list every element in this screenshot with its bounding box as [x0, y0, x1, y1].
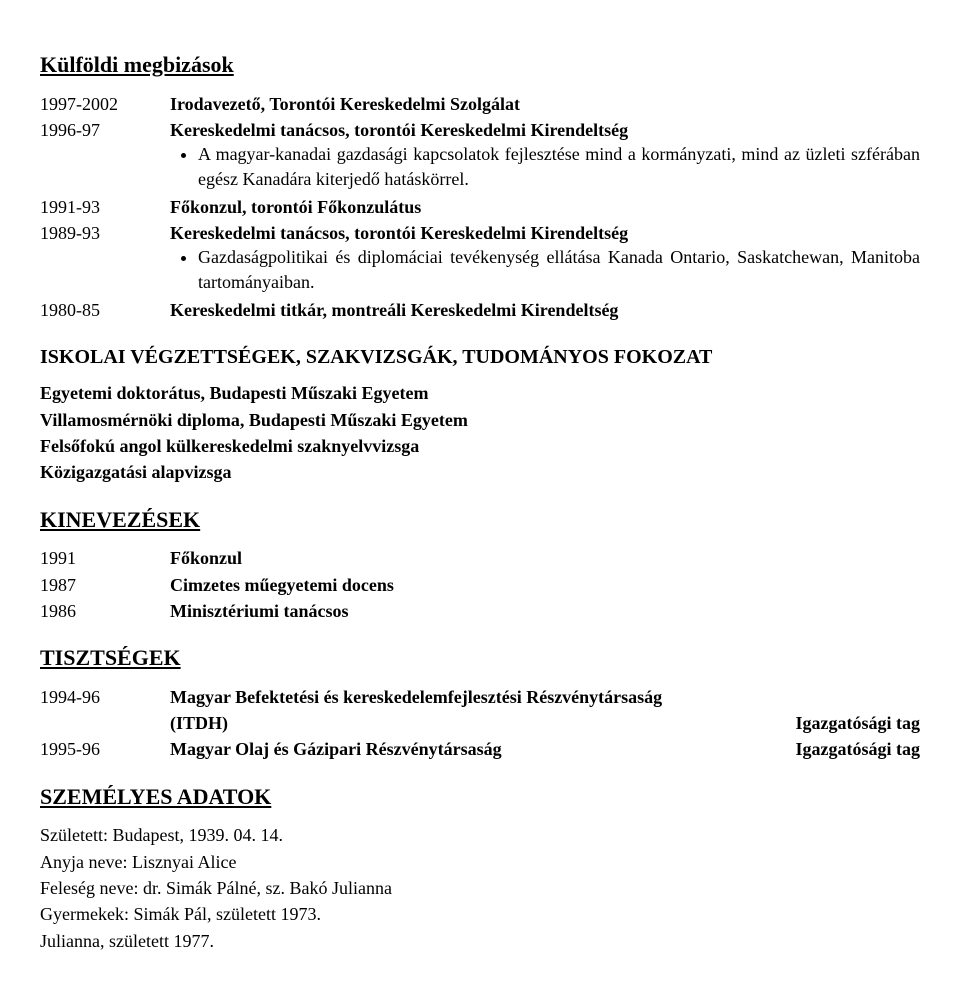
office-role: Igazgatósági tag — [750, 737, 920, 761]
entry-year: 1991-93 — [40, 195, 170, 219]
entry-bullet: Gazdaságpolitikai és diplomáciai tevéken… — [198, 245, 920, 294]
section-heading-appointments: KINEVEZÉSEK — [40, 505, 920, 535]
entry-title: Kereskedelmi tanácsos, torontói Keresked… — [170, 118, 920, 142]
education-line: Felsőfokú angol külkereskedelmi szaknyel… — [40, 434, 920, 458]
section-heading-foreign-assignments: Külföldi megbizások — [40, 50, 920, 80]
office-row: 1994-96 Magyar Befektetési és kereskedel… — [40, 685, 920, 709]
section-heading-offices: TISZTSÉGEK — [40, 643, 920, 673]
education-line: Közigazgatási alapvizsga — [40, 460, 920, 484]
entry-bullet: A magyar-kanadai gazdasági kapcsolatok f… — [198, 142, 920, 191]
personal-line: Julianna, született 1977. — [40, 929, 920, 953]
office-org: Magyar Olaj és Gázipari Részvénytársaság — [170, 737, 750, 761]
personal-line: Gyermekek: Simák Pál, született 1973. — [40, 902, 920, 926]
office-year: 1994-96 — [40, 685, 170, 709]
entry-title: Irodavezető, Torontói Kereskedelmi Szolg… — [170, 94, 520, 114]
office-role — [750, 685, 920, 709]
personal-line: Feleség neve: dr. Simák Pálné, sz. Bakó … — [40, 876, 920, 900]
education-line: Egyetemi doktorátus, Budapesti Műszaki E… — [40, 381, 920, 405]
assignment-entry: 1991-93 Főkonzul, torontói Főkonzulátus — [40, 195, 920, 219]
entry-title: Kereskedelmi titkár, montreáli Kereskede… — [170, 300, 618, 320]
entry-title: Főkonzul, torontói Főkonzulátus — [170, 197, 421, 217]
appointment-year: 1987 — [40, 573, 170, 597]
appointment-title: Cimzetes műegyetemi docens — [170, 573, 394, 597]
office-year — [40, 711, 170, 735]
personal-block: Született: Budapest, 1939. 04. 14. Anyja… — [40, 823, 920, 952]
education-block: Egyetemi doktorátus, Budapesti Műszaki E… — [40, 381, 920, 484]
office-row: 1995-96 Magyar Olaj és Gázipari Részvény… — [40, 737, 920, 761]
section-heading-personal: SZEMÉLYES ADATOK — [40, 782, 920, 812]
office-row: (ITDH) Igazgatósági tag — [40, 711, 920, 735]
office-org: (ITDH) — [170, 711, 750, 735]
appointment-title: Minisztériumi tanácsos — [170, 599, 348, 623]
appointment-row: 1991 Főkonzul — [40, 546, 920, 570]
appointment-row: 1986 Minisztériumi tanácsos — [40, 599, 920, 623]
office-year: 1995-96 — [40, 737, 170, 761]
office-role: Igazgatósági tag — [750, 711, 920, 735]
entry-year: 1996-97 — [40, 118, 170, 193]
entry-year: 1997-2002 — [40, 92, 170, 116]
personal-line: Anyja neve: Lisznyai Alice — [40, 850, 920, 874]
assignment-entry: 1980-85 Kereskedelmi titkár, montreáli K… — [40, 298, 920, 322]
assignment-entry: 1997-2002 Irodavezető, Torontói Keresked… — [40, 92, 920, 116]
appointment-row: 1987 Cimzetes műegyetemi docens — [40, 573, 920, 597]
personal-line: Született: Budapest, 1939. 04. 14. — [40, 823, 920, 847]
entry-year: 1989-93 — [40, 221, 170, 296]
entry-title: Kereskedelmi tanácsos, torontói Keresked… — [170, 221, 920, 245]
appointment-year: 1991 — [40, 546, 170, 570]
appointment-year: 1986 — [40, 599, 170, 623]
section-heading-education: ISKOLAI VÉGZETTSÉGEK, SZAKVIZSGÁK, TUDOM… — [40, 344, 920, 371]
assignment-entry: 1996-97 Kereskedelmi tanácsos, torontói … — [40, 118, 920, 193]
office-org: Magyar Befektetési és kereskedelemfejles… — [170, 685, 750, 709]
education-line: Villamosmérnöki diploma, Budapesti Műsza… — [40, 408, 920, 432]
appointment-title: Főkonzul — [170, 546, 242, 570]
assignment-entry: 1989-93 Kereskedelmi tanácsos, torontói … — [40, 221, 920, 296]
entry-year: 1980-85 — [40, 298, 170, 322]
